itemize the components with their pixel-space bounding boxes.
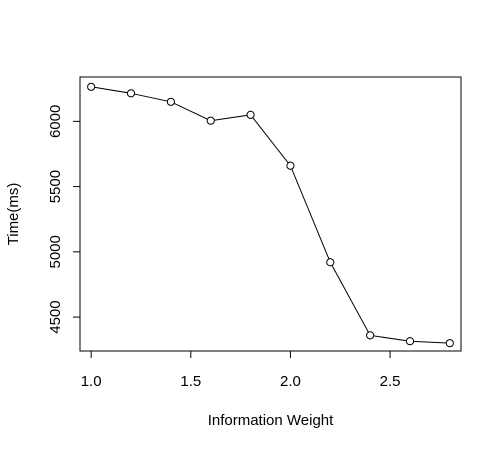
series-line — [91, 86, 450, 344]
x-tick-label: 1.0 — [81, 373, 102, 390]
x-tick-label: 2.0 — [280, 373, 301, 390]
data-point — [126, 89, 136, 98]
x-tick-label: 1.5 — [180, 373, 201, 390]
y-axis: 4500 5000 5500 6000 — [47, 105, 81, 334]
y-tick-label: 5000 — [47, 235, 64, 268]
y-axis-label: Time(ms) — [5, 183, 22, 246]
data-point — [326, 258, 335, 267]
data-point — [286, 161, 295, 170]
x-axis-label: Information Weight — [208, 412, 334, 429]
data-point — [366, 331, 375, 340]
y-tick-label: 4500 — [47, 300, 64, 333]
x-tick-label: 2.5 — [380, 373, 401, 390]
series-line-group — [87, 82, 454, 348]
data-point — [246, 110, 255, 119]
data-point — [166, 97, 175, 106]
plot-frame — [79, 76, 462, 352]
data-point — [445, 339, 454, 348]
data-point — [87, 82, 96, 91]
y-tick-label: 5500 — [47, 170, 64, 203]
data-point — [405, 337, 415, 346]
y-tick-label: 6000 — [47, 105, 64, 138]
data-point — [206, 116, 215, 125]
x-axis: 1.0 1.5 2.0 2.5 — [81, 350, 401, 390]
